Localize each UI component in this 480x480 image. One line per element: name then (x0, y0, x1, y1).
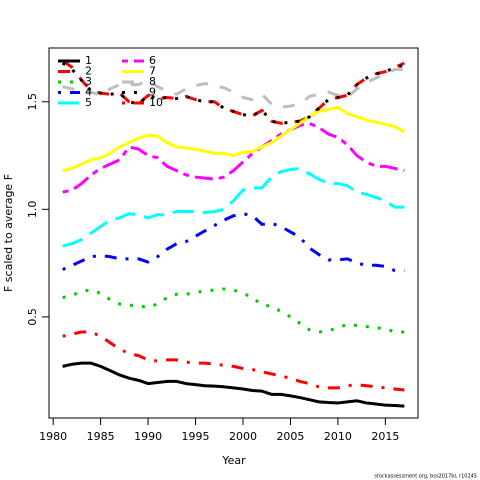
legend-label: 6 (149, 54, 156, 67)
x-tick-label: 2005 (276, 430, 304, 443)
footnote: stockassessment.org, bss2017bl, r10245 (374, 474, 477, 480)
legend-label: 8 (149, 75, 156, 88)
series-line (61, 61, 405, 125)
series-line (62, 121, 405, 194)
legend-label: 7 (149, 65, 156, 78)
x-tick-label: 1995 (182, 430, 210, 443)
x-tick-label: 1990 (134, 430, 162, 443)
legend-label: 1 (85, 54, 92, 67)
y-tick-label: 0.5 (26, 308, 39, 326)
series-line (62, 330, 405, 392)
series-line (62, 287, 405, 334)
legend-label: 9 (149, 86, 156, 99)
legend-label: 4 (85, 86, 92, 99)
x-tick-label: 2015 (371, 430, 399, 443)
y-axis-title: F scaled to average F (2, 174, 15, 292)
series-line (62, 212, 405, 273)
plot-frame (48, 47, 419, 419)
series-line (62, 105, 406, 173)
legend-label: 3 (85, 75, 92, 88)
series-line (62, 166, 405, 248)
x-tick-label: 2010 (324, 430, 352, 443)
x-tick-label: 1985 (87, 430, 115, 443)
series-line (62, 68, 405, 109)
y-tick-label: 1.0 (26, 201, 39, 219)
x-tick-label: 1980 (39, 430, 67, 443)
legend-label: 5 (85, 96, 92, 109)
x-axis-title: Year (221, 454, 246, 467)
legend-label: 2 (85, 65, 92, 78)
legend-label: 10 (149, 96, 163, 109)
series-line (62, 361, 405, 408)
y-tick-label: 1.5 (26, 93, 39, 111)
x-tick-label: 2000 (229, 430, 257, 443)
